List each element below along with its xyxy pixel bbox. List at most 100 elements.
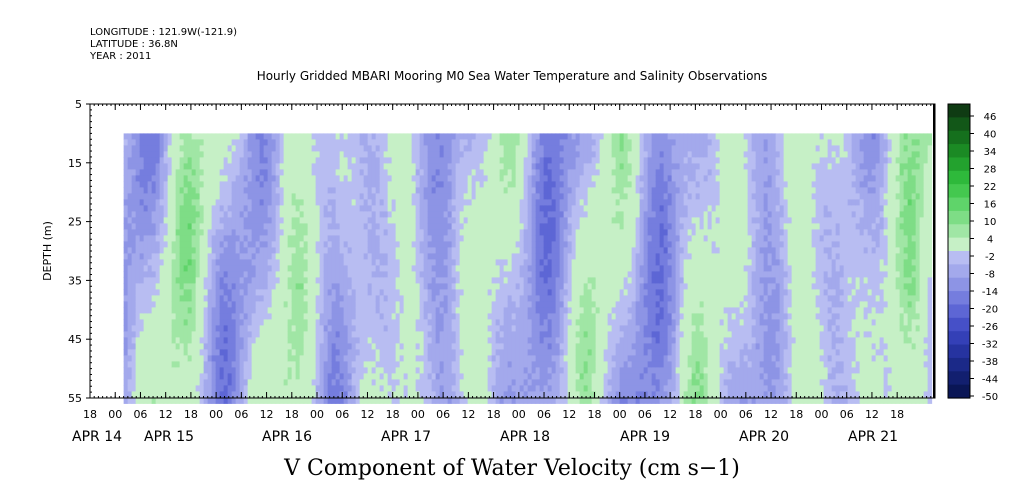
heatmap-cell bbox=[243, 181, 249, 188]
heatmap-cell bbox=[219, 217, 225, 224]
heatmap-cell bbox=[435, 301, 441, 308]
heatmap-cell bbox=[563, 157, 569, 164]
heatmap-cell bbox=[543, 235, 549, 242]
heatmap-cell bbox=[479, 283, 485, 290]
heatmap-cell bbox=[379, 367, 385, 374]
heatmap-cell bbox=[231, 325, 237, 332]
heatmap-cell bbox=[559, 367, 565, 374]
heatmap-cell bbox=[535, 337, 541, 344]
heatmap-cell bbox=[327, 385, 333, 392]
heatmap-cell bbox=[451, 343, 457, 350]
heatmap-cell bbox=[187, 217, 193, 224]
heatmap-cell bbox=[383, 367, 389, 374]
heatmap-cell bbox=[135, 337, 141, 344]
heatmap-cell bbox=[515, 163, 521, 170]
heatmap-cell bbox=[387, 199, 393, 206]
heatmap-cell bbox=[539, 361, 545, 368]
heatmap-cell bbox=[447, 319, 453, 326]
heatmap-cell bbox=[403, 295, 409, 302]
heatmap-cell bbox=[459, 151, 465, 158]
heatmap-cell bbox=[475, 133, 481, 140]
heatmap-cell bbox=[439, 391, 445, 398]
heatmap-cell bbox=[163, 397, 169, 404]
heatmap-cell bbox=[451, 229, 457, 236]
heatmap-cell bbox=[543, 307, 549, 314]
heatmap-cell bbox=[491, 241, 497, 248]
heatmap-cell bbox=[427, 313, 433, 320]
heatmap-cell bbox=[359, 169, 365, 176]
heatmap-cell bbox=[191, 313, 197, 320]
heatmap-cell bbox=[311, 229, 317, 236]
heatmap-cell bbox=[299, 289, 305, 296]
heatmap-cell bbox=[387, 223, 393, 230]
heatmap-cell bbox=[147, 259, 153, 266]
heatmap-cell bbox=[163, 175, 169, 182]
heatmap-cell bbox=[539, 235, 545, 242]
heatmap-cell bbox=[483, 289, 489, 296]
heatmap-cell bbox=[199, 259, 205, 266]
heatmap-cell bbox=[251, 355, 257, 362]
heatmap-cell bbox=[403, 205, 409, 212]
heatmap-cell bbox=[227, 355, 233, 362]
heatmap-cell bbox=[491, 325, 497, 332]
heatmap-cell bbox=[235, 163, 241, 170]
heatmap-cell bbox=[531, 379, 537, 386]
heatmap-cell bbox=[159, 211, 165, 218]
heatmap-cell bbox=[407, 181, 413, 188]
heatmap-cell bbox=[231, 259, 237, 266]
heatmap-cell bbox=[507, 325, 513, 332]
heatmap-cell bbox=[199, 337, 205, 344]
heatmap-cell bbox=[475, 139, 481, 146]
heatmap-cell bbox=[247, 367, 253, 374]
heatmap-cell bbox=[447, 145, 453, 152]
heatmap-cell bbox=[487, 229, 493, 236]
heatmap-cell bbox=[439, 367, 445, 374]
heatmap-cell bbox=[131, 151, 137, 158]
heatmap-cell bbox=[139, 325, 145, 332]
heatmap-cell bbox=[171, 349, 177, 356]
heatmap-cell bbox=[267, 289, 273, 296]
heatmap-cell bbox=[355, 217, 361, 224]
heatmap-cell bbox=[371, 295, 377, 302]
heatmap-cell bbox=[271, 205, 277, 212]
heatmap-cell bbox=[175, 175, 181, 182]
heatmap-cell bbox=[247, 391, 253, 398]
heatmap-cell bbox=[295, 253, 301, 260]
heatmap-cell bbox=[163, 271, 169, 278]
heatmap-cell bbox=[251, 289, 257, 296]
heatmap-cell bbox=[275, 337, 281, 344]
heatmap-cell bbox=[143, 187, 149, 194]
heatmap-cell bbox=[375, 391, 381, 398]
heatmap-cell bbox=[435, 133, 441, 140]
heatmap-cell bbox=[559, 133, 565, 140]
heatmap-cell bbox=[135, 271, 141, 278]
heatmap-cell bbox=[359, 199, 365, 206]
heatmap-cell bbox=[423, 349, 429, 356]
heatmap-cell bbox=[231, 313, 237, 320]
heatmap-cell bbox=[459, 355, 465, 362]
heatmap-cell bbox=[403, 397, 409, 404]
heatmap-cell bbox=[403, 349, 409, 356]
heatmap-cell bbox=[147, 163, 153, 170]
heatmap-cell bbox=[523, 277, 529, 284]
heatmap-cell bbox=[359, 289, 365, 296]
heatmap-cell bbox=[275, 181, 281, 188]
heatmap-cell bbox=[151, 349, 157, 356]
heatmap-cell bbox=[127, 289, 133, 296]
heatmap-cell bbox=[303, 133, 309, 140]
heatmap-cell bbox=[339, 193, 345, 200]
heatmap-cell bbox=[479, 349, 485, 356]
heatmap-cell bbox=[459, 319, 465, 326]
heatmap-cell bbox=[367, 199, 373, 206]
heatmap-cell bbox=[419, 205, 425, 212]
heatmap-cell bbox=[363, 217, 369, 224]
heatmap-cell bbox=[287, 235, 293, 242]
heatmap-cell bbox=[235, 397, 241, 404]
heatmap-cell bbox=[191, 271, 197, 278]
heatmap-cell bbox=[219, 253, 225, 260]
heatmap-cell bbox=[539, 223, 545, 230]
heatmap-cell bbox=[387, 193, 393, 200]
heatmap-cell bbox=[291, 163, 297, 170]
heatmap-cell bbox=[311, 157, 317, 164]
heatmap-cell bbox=[235, 187, 241, 194]
